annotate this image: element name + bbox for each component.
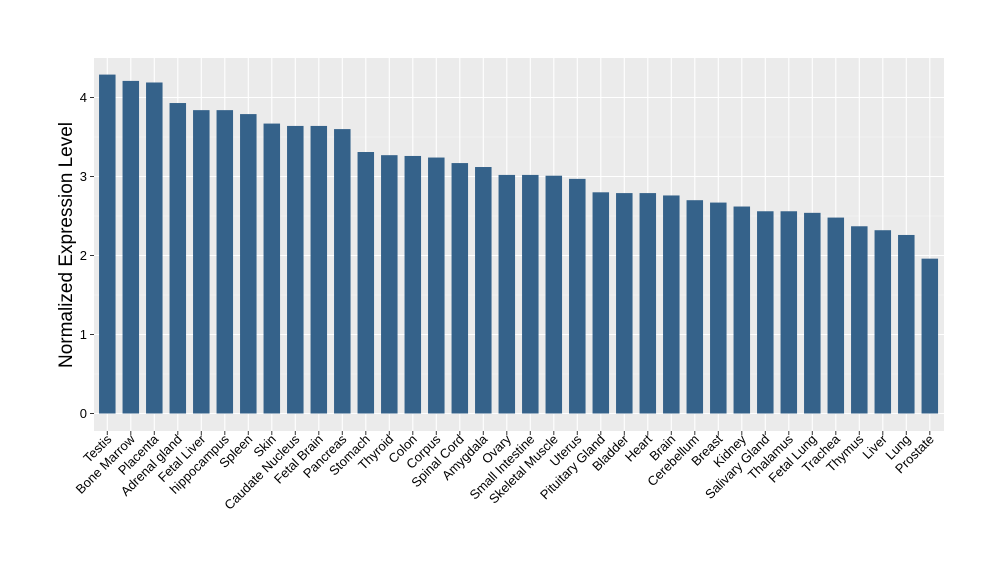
bar: [475, 167, 492, 414]
bar: [616, 193, 633, 414]
bar: [663, 195, 680, 414]
bar: [428, 157, 445, 414]
y-tick-label: 4: [80, 90, 87, 105]
bar: [240, 114, 257, 414]
bar: [804, 212, 821, 414]
panel-background: [94, 58, 944, 431]
bar: [757, 211, 774, 414]
bar: [710, 202, 727, 414]
bar: [780, 211, 798, 414]
bar: [545, 175, 563, 414]
y-tick-label: 1: [80, 327, 87, 342]
bar: [381, 155, 398, 414]
bar: [451, 163, 469, 414]
bar: [592, 192, 610, 414]
bar: [122, 80, 140, 414]
bars: [99, 74, 939, 414]
y-tick-label: 0: [80, 406, 87, 421]
bar: [851, 226, 868, 414]
bar: [733, 206, 751, 414]
bar: [686, 200, 704, 414]
bar: [334, 129, 351, 414]
bar: [639, 193, 657, 414]
y-tick-label: 2: [80, 248, 87, 263]
bar: [498, 174, 516, 414]
bar: [404, 155, 422, 414]
y-axis-title: Normalized Expression Level: [56, 122, 77, 368]
y-tick-label: 3: [80, 169, 87, 184]
y-axis: 0 1 2 3 4: [80, 90, 94, 421]
bar: [898, 234, 915, 414]
bar: [99, 74, 116, 414]
x-tick-label: Liver: [859, 431, 890, 462]
bar: [310, 125, 328, 414]
bar: [193, 110, 210, 414]
bar: [921, 258, 939, 414]
bar: [827, 217, 845, 414]
bar: [263, 123, 281, 414]
bar: [216, 110, 234, 414]
bar: [874, 230, 892, 414]
bar: [357, 152, 375, 414]
bar: [569, 178, 586, 414]
bar: [169, 103, 187, 414]
bar: [522, 174, 539, 414]
bar: [146, 82, 163, 414]
bar: [287, 125, 304, 414]
